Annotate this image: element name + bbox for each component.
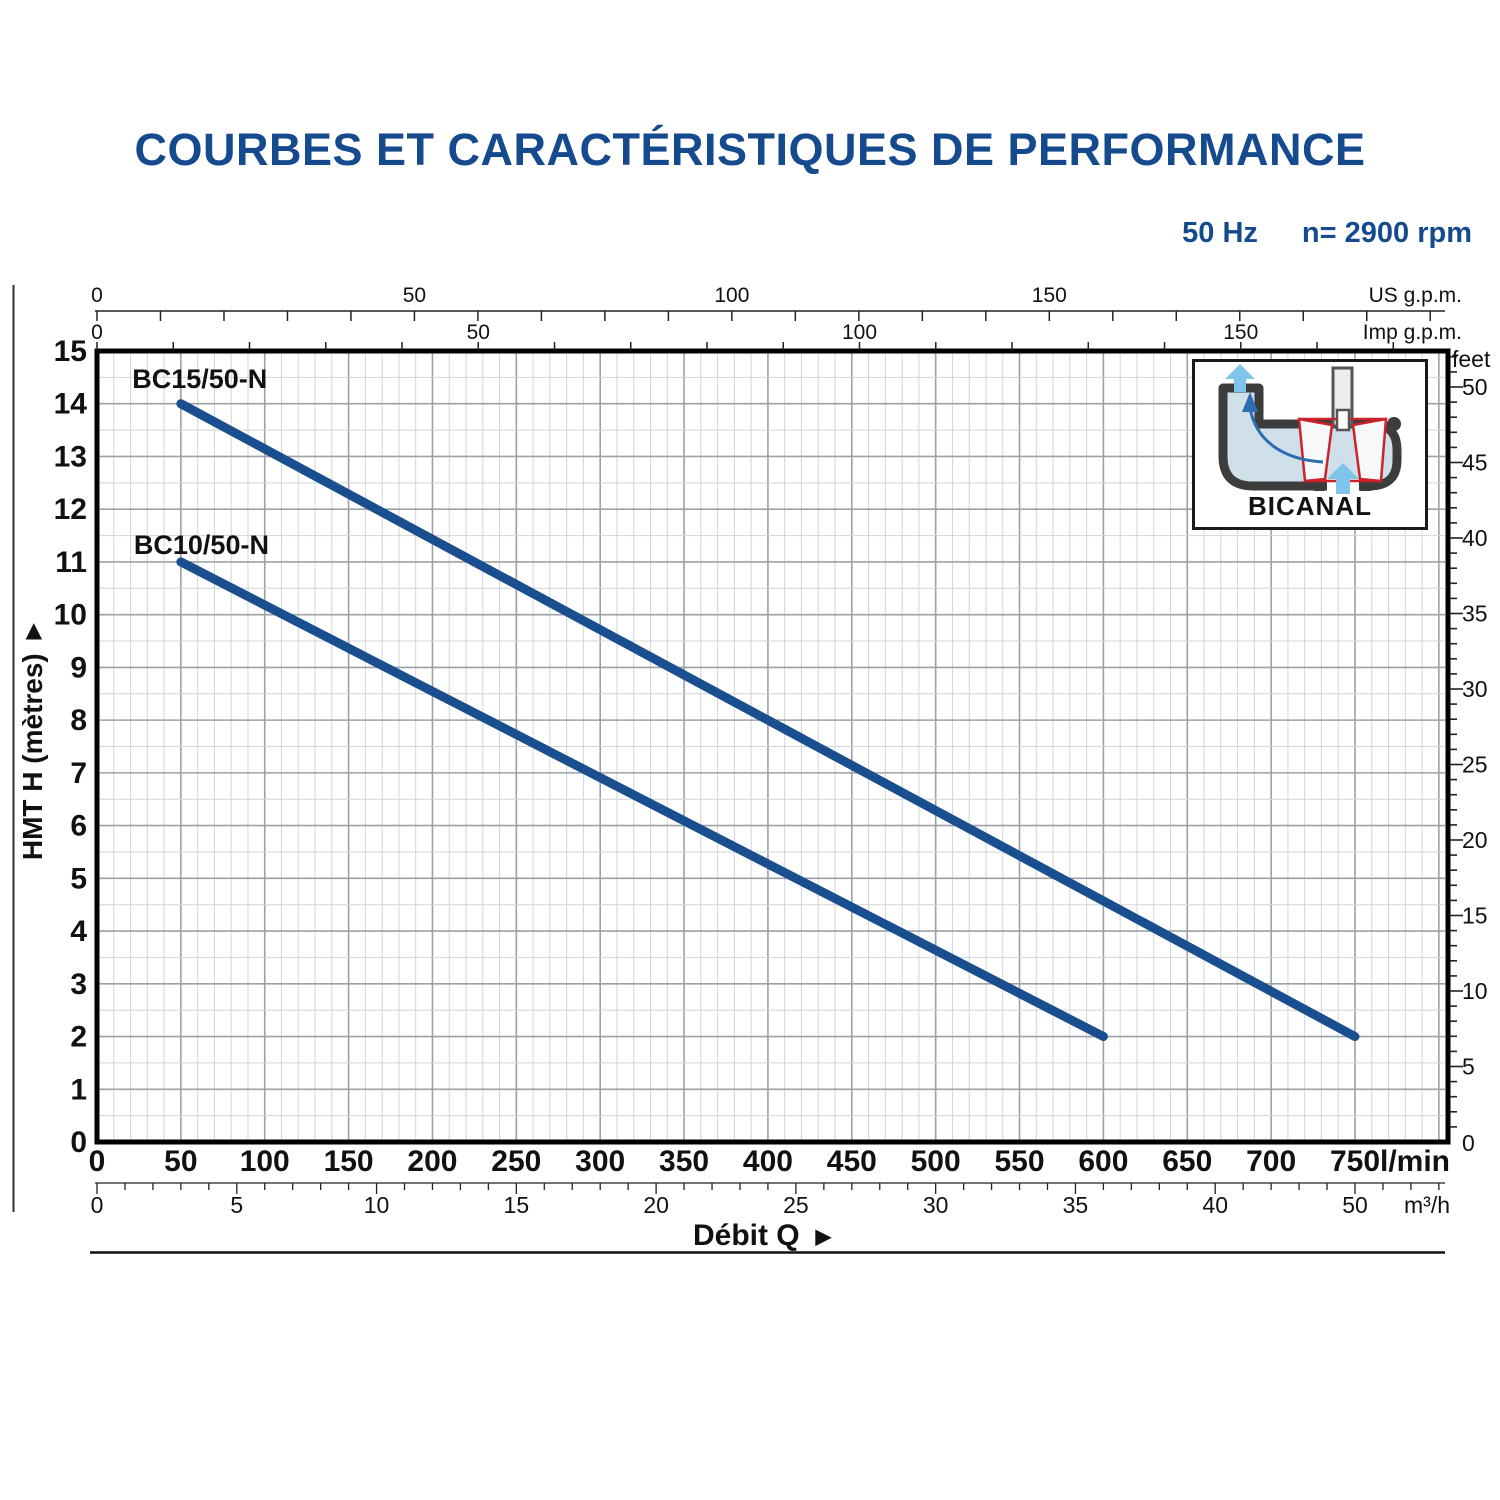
- svg-text:6: 6: [70, 810, 87, 843]
- page-title: COURBES ET CARACTÉRISTIQUES DE PERFORMAN…: [134, 124, 1366, 175]
- inlet-flow-arrow-icon: [1327, 463, 1359, 494]
- svg-text:650: 650: [1162, 1145, 1212, 1178]
- svg-text:m³/h: m³/h: [1404, 1192, 1450, 1218]
- inlet-foot-right: [1359, 482, 1372, 491]
- curve-bc15-50-n: [176, 399, 1360, 1042]
- svg-text:30: 30: [1462, 676, 1488, 702]
- svg-text:150: 150: [324, 1145, 374, 1178]
- pump-curves: BC15/50-N BC10/50-N: [132, 364, 1360, 1042]
- svg-text:BC10/50-N: BC10/50-N: [134, 530, 269, 560]
- svg-text:10: 10: [54, 599, 87, 632]
- svg-text:15: 15: [504, 1192, 530, 1218]
- svg-text:US g.p.m.: US g.p.m.: [1369, 284, 1462, 307]
- inset-label: BICANAL: [1248, 491, 1372, 521]
- svg-text:30: 30: [923, 1192, 949, 1218]
- svg-text:150: 150: [1223, 321, 1258, 344]
- svg-text:15: 15: [1462, 903, 1488, 929]
- svg-text:35: 35: [1462, 601, 1488, 627]
- svg-text:40: 40: [1462, 525, 1488, 551]
- svg-text:0: 0: [89, 1145, 106, 1178]
- x-axis-title: Débit Q ▶: [693, 1219, 833, 1252]
- svg-text:10: 10: [364, 1192, 390, 1218]
- svg-text:BC15/50-N: BC15/50-N: [132, 364, 267, 394]
- svg-text:300: 300: [575, 1145, 625, 1178]
- pump-section-diagram: [1218, 364, 1402, 494]
- svg-text:100: 100: [842, 321, 877, 344]
- svg-text:100: 100: [240, 1145, 290, 1178]
- svg-text:Débit Q▶: Débit Q ▶: [693, 1219, 833, 1252]
- inlet-foot-left: [1313, 482, 1326, 491]
- svg-text:550: 550: [995, 1145, 1045, 1178]
- svg-text:13: 13: [54, 440, 87, 473]
- svg-text:700: 700: [1246, 1145, 1296, 1178]
- svg-text:3: 3: [70, 968, 87, 1001]
- plot-grid: [97, 351, 1445, 1142]
- svg-text:5: 5: [1462, 1054, 1475, 1080]
- page-rules: [12, 285, 1445, 1254]
- svg-text:50: 50: [467, 321, 490, 344]
- svg-text:feet: feet: [1452, 346, 1491, 372]
- svg-text:50: 50: [403, 284, 426, 307]
- svg-text:450: 450: [827, 1145, 877, 1178]
- svg-text:Imp g.p.m.: Imp g.p.m.: [1363, 321, 1462, 344]
- svg-text:0: 0: [70, 1126, 87, 1159]
- svg-text:45: 45: [1462, 450, 1488, 476]
- svg-text:14: 14: [54, 388, 88, 421]
- svg-text:8: 8: [70, 704, 87, 737]
- svg-text:11: 11: [55, 546, 87, 579]
- svg-text:5: 5: [70, 862, 87, 895]
- svg-text:35: 35: [1063, 1192, 1089, 1218]
- svg-text:12: 12: [54, 493, 87, 526]
- outlet-flow-arrow-icon: [1225, 364, 1255, 392]
- svg-text:50: 50: [1462, 374, 1488, 400]
- svg-text:20: 20: [1462, 827, 1488, 853]
- svg-text:10: 10: [1462, 978, 1488, 1004]
- svg-text:50: 50: [1342, 1192, 1368, 1218]
- svg-text:40: 40: [1202, 1192, 1228, 1218]
- bicanal-inset: BICANAL: [1192, 359, 1428, 530]
- flow-path-arrow-icon: [1248, 407, 1324, 464]
- frequency-value: 50 Hz: [1182, 217, 1258, 249]
- svg-text:200: 200: [407, 1145, 457, 1178]
- svg-text:HMT H (mètres)▶: HMT H (mètres)▶: [17, 622, 48, 860]
- svg-text:250: 250: [491, 1145, 541, 1178]
- svg-text:15: 15: [54, 335, 87, 368]
- svg-text:0: 0: [91, 1192, 104, 1218]
- svg-text:100: 100: [714, 284, 749, 307]
- svg-text:600: 600: [1078, 1145, 1128, 1178]
- svg-text:l/min: l/min: [1380, 1145, 1450, 1178]
- svg-text:150: 150: [1032, 284, 1067, 307]
- svg-text:25: 25: [1462, 752, 1488, 778]
- svg-text:500: 500: [911, 1145, 961, 1178]
- speed-value: n= 2900 rpm: [1301, 217, 1472, 249]
- shaft-hub: [1335, 408, 1351, 432]
- svg-text:0: 0: [91, 284, 103, 307]
- svg-text:350: 350: [659, 1145, 709, 1178]
- svg-text:4: 4: [70, 915, 87, 948]
- svg-text:2: 2: [70, 1021, 87, 1054]
- x-axis-lmin: 0 50 100 150 200 250 300 350 400 450 500 550 600 650 7…: [89, 1145, 1450, 1178]
- plot-border: [94, 348, 1451, 1145]
- x-axis-m3h: 0 5 10 15 20 25 30 35 40 50 m³/h: [91, 1182, 1450, 1218]
- motor-specs: 50 Hz n= 2900 rpm: [1182, 217, 1472, 250]
- svg-text:20: 20: [643, 1192, 669, 1218]
- svg-text:50: 50: [164, 1145, 197, 1178]
- svg-text:400: 400: [743, 1145, 793, 1178]
- svg-text:1: 1: [70, 1073, 87, 1106]
- curve-bc10-50-n: [176, 557, 1108, 1042]
- x-axis-imp-gpm: 0 50 100 150 Imp g.p.m.: [91, 321, 1462, 350]
- svg-text:7: 7: [70, 757, 87, 790]
- x-axis-us-gpm: 0 50 100 150 US g.p.m.: [91, 284, 1462, 321]
- svg-text:750: 750: [1330, 1145, 1380, 1178]
- flow-path-arrowhead: [1242, 392, 1258, 412]
- svg-text:0: 0: [91, 321, 103, 344]
- svg-text:25: 25: [783, 1192, 809, 1218]
- svg-text:0: 0: [1462, 1130, 1475, 1156]
- svg-text:9: 9: [70, 651, 87, 684]
- svg-text:5: 5: [230, 1192, 243, 1218]
- volute-bump: [1387, 417, 1401, 431]
